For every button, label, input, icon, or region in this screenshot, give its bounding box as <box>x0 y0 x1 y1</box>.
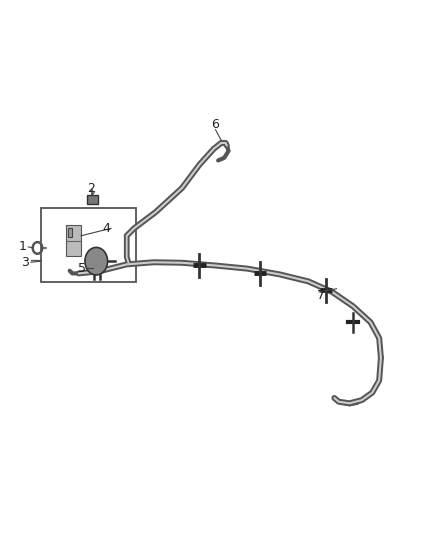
Text: 3: 3 <box>21 256 29 269</box>
FancyBboxPatch shape <box>87 196 98 205</box>
Text: 1: 1 <box>18 240 26 253</box>
Text: 4: 4 <box>102 222 110 235</box>
Text: 2: 2 <box>88 182 95 195</box>
FancyBboxPatch shape <box>41 208 136 282</box>
Text: 7: 7 <box>317 289 325 302</box>
Circle shape <box>85 247 108 275</box>
FancyBboxPatch shape <box>66 224 81 256</box>
FancyBboxPatch shape <box>67 228 72 237</box>
Text: 5: 5 <box>78 262 86 274</box>
Text: 6: 6 <box>212 118 219 131</box>
